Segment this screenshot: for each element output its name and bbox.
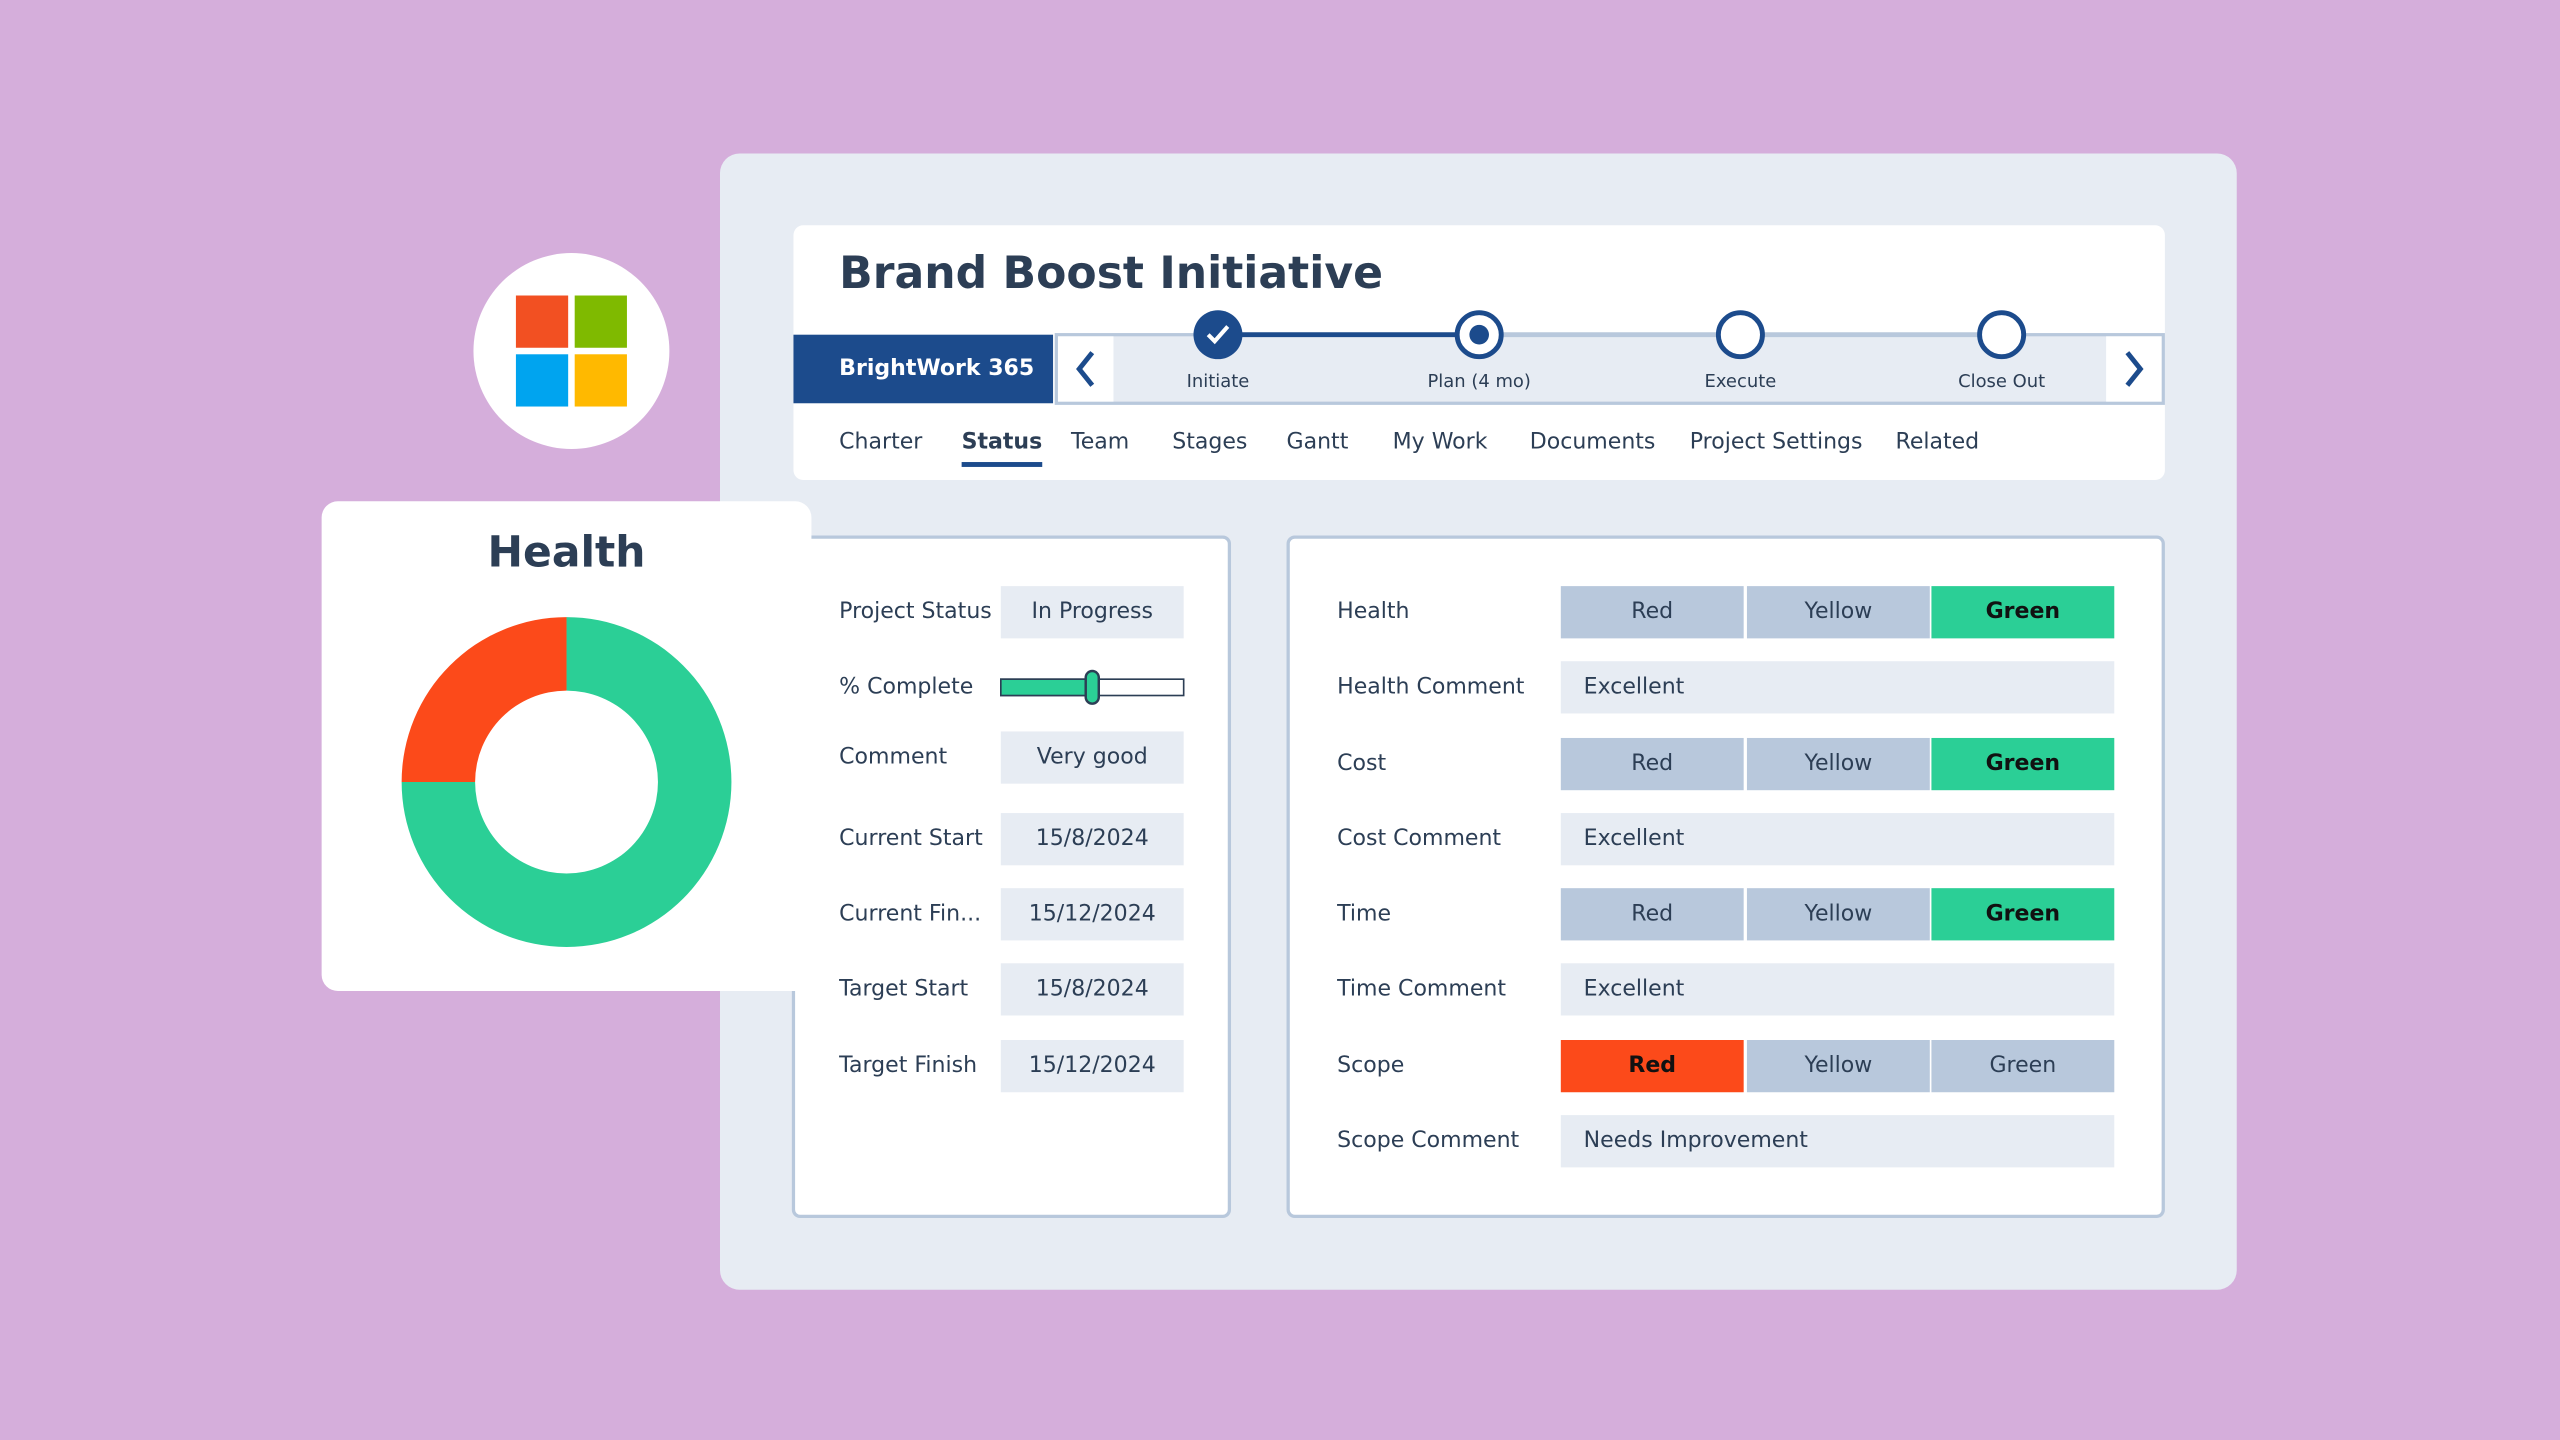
field-label: Comment bbox=[839, 745, 947, 770]
next-button[interactable] bbox=[2106, 336, 2162, 402]
logo-tile bbox=[574, 354, 627, 407]
field-label: Project Status bbox=[839, 599, 992, 624]
health-title: Health bbox=[488, 529, 646, 578]
project-title: Brand Boost Initiative bbox=[839, 248, 1383, 299]
rating-option[interactable] bbox=[1746, 737, 1930, 791]
rating-option[interactable] bbox=[1931, 888, 2115, 941]
tab[interactable]: Documents bbox=[1530, 429, 1656, 454]
stage-label: Initiate bbox=[1187, 371, 1250, 392]
rating-label: Time Comment bbox=[1336, 976, 1506, 1001]
logo-tile bbox=[515, 295, 569, 348]
tab[interactable]: My Work bbox=[1393, 429, 1488, 454]
field-label: % Complete bbox=[839, 674, 973, 699]
stage-label: Plan (4 mo) bbox=[1427, 371, 1530, 392]
field-box bbox=[1000, 731, 1184, 784]
brand: BrightWork 365 bbox=[839, 356, 1034, 381]
tab[interactable]: Stages bbox=[1172, 429, 1247, 454]
comment-box bbox=[1560, 963, 2115, 1016]
rating-option-label: Red bbox=[1631, 751, 1673, 776]
field-box bbox=[1000, 586, 1184, 639]
rating-option[interactable] bbox=[1746, 888, 1930, 941]
tab[interactable]: Project Settings bbox=[1690, 429, 1863, 454]
prev-icon bbox=[1076, 351, 1095, 387]
comment-text: Excellent bbox=[1584, 826, 1685, 851]
field-value: 15/12/2024 bbox=[1029, 1053, 1156, 1078]
field-value: 15/8/2024 bbox=[1036, 976, 1149, 1001]
stage-label: Close Out bbox=[1958, 371, 2045, 392]
field-label: Target Start bbox=[838, 976, 968, 1001]
slider-knob[interactable] bbox=[1084, 669, 1100, 705]
stage-node bbox=[1715, 310, 1765, 360]
logo-tile bbox=[574, 295, 627, 348]
field-box bbox=[1000, 1040, 1184, 1093]
rating-option[interactable] bbox=[1931, 737, 2115, 791]
ratings-panel bbox=[1286, 535, 2165, 1218]
tab[interactable]: Team bbox=[1070, 429, 1129, 454]
stage-node bbox=[1977, 310, 2027, 360]
rating-option[interactable] bbox=[1560, 586, 1744, 639]
comment-text: Needs Improvement bbox=[1584, 1128, 1809, 1153]
comment-box bbox=[1560, 1115, 2115, 1168]
field-value: In Progress bbox=[1032, 599, 1153, 624]
donut-segment bbox=[401, 617, 732, 947]
tab[interactable]: Related bbox=[1896, 429, 1980, 454]
rating-option-label: Green bbox=[1986, 901, 2061, 926]
logo-tile bbox=[515, 354, 569, 407]
field-value: 15/12/2024 bbox=[1029, 901, 1156, 926]
field-box bbox=[1000, 813, 1184, 866]
rating-option-label: Green bbox=[1986, 599, 2061, 624]
rating-label: Scope Comment bbox=[1337, 1128, 1519, 1153]
status-panel bbox=[791, 535, 1232, 1218]
field-box bbox=[1000, 963, 1184, 1016]
rating-option[interactable] bbox=[1931, 1040, 2115, 1093]
field-value: Very good bbox=[1037, 745, 1148, 770]
rating-label: Scope bbox=[1337, 1053, 1404, 1078]
rating-option-label: Yellow bbox=[1803, 901, 1872, 926]
comment-text: Excellent bbox=[1584, 976, 1685, 1001]
rating-option-label: Yellow bbox=[1803, 1053, 1872, 1078]
rating-option[interactable] bbox=[1560, 888, 1744, 941]
rating-label: Cost bbox=[1337, 751, 1386, 776]
stage-label: Execute bbox=[1705, 371, 1777, 392]
stage-dot bbox=[1469, 324, 1489, 345]
tab-underline bbox=[961, 462, 1043, 467]
logo-circle bbox=[473, 253, 670, 449]
field-box bbox=[1000, 888, 1184, 941]
prev-button[interactable] bbox=[1057, 336, 1114, 402]
stage-bar bbox=[1054, 333, 2165, 405]
field-label: Current Fin... bbox=[839, 901, 981, 926]
rating-option-label: Green bbox=[1986, 751, 2061, 776]
donut-segment bbox=[401, 617, 567, 783]
comment-box bbox=[1560, 661, 2115, 714]
rating-option-label: Green bbox=[1989, 1053, 2056, 1078]
next-icon bbox=[2125, 351, 2144, 387]
rating-option-label: Yellow bbox=[1803, 599, 1872, 624]
brand-bar bbox=[793, 334, 1054, 404]
slider-fill bbox=[1000, 678, 1094, 697]
rating-label: Time bbox=[1336, 901, 1391, 926]
rating-option[interactable] bbox=[1560, 1040, 1744, 1093]
tab[interactable]: Gantt bbox=[1287, 429, 1349, 454]
rating-option-label: Red bbox=[1628, 1053, 1676, 1078]
tab[interactable]: Status bbox=[962, 429, 1043, 454]
field-label: Target Finish bbox=[838, 1053, 977, 1078]
comment-box bbox=[1560, 813, 2115, 866]
rating-option-label: Red bbox=[1631, 599, 1673, 624]
rating-option-label: Red bbox=[1631, 901, 1673, 926]
rating-option-label: Yellow bbox=[1803, 751, 1872, 776]
rating-label: Health bbox=[1337, 599, 1409, 624]
comment-text: Excellent bbox=[1584, 674, 1685, 699]
field-label: Current Start bbox=[839, 826, 983, 851]
rating-option[interactable] bbox=[1746, 586, 1930, 639]
check-icon bbox=[1206, 325, 1230, 345]
field-value: 15/8/2024 bbox=[1036, 826, 1149, 851]
rating-option[interactable] bbox=[1931, 586, 2115, 639]
rating-option[interactable] bbox=[1746, 1040, 1930, 1093]
rating-option[interactable] bbox=[1560, 737, 1744, 791]
rating-label: Cost Comment bbox=[1337, 826, 1501, 851]
rating-label: Health Comment bbox=[1337, 674, 1525, 699]
tab[interactable]: Charter bbox=[839, 429, 923, 454]
